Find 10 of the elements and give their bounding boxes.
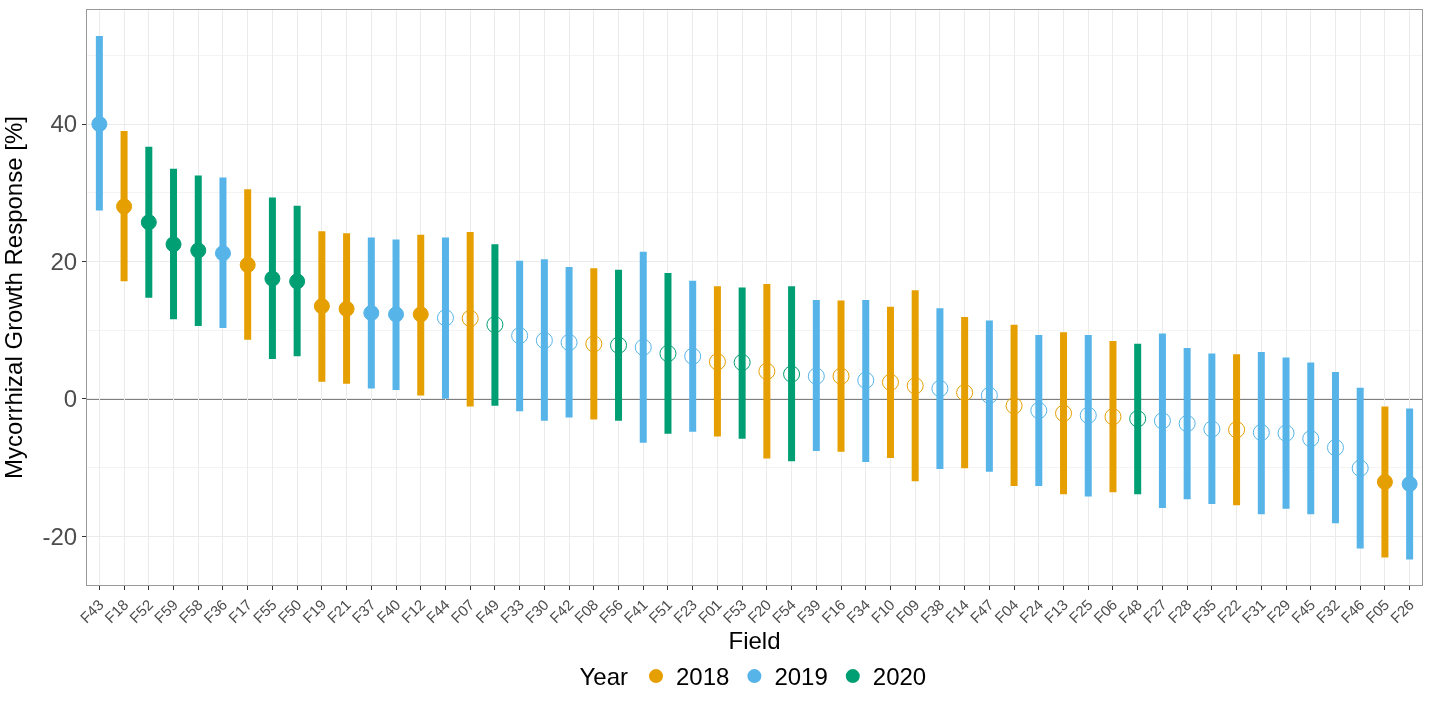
y-tick-label: 0 xyxy=(63,385,78,413)
y-axis-title: Mycorrhizal Growth Response [%] xyxy=(0,116,27,479)
y-tick-label: 20 xyxy=(50,247,78,275)
x-axis-title: Field xyxy=(728,626,781,654)
y-tick-label: -20 xyxy=(42,522,78,550)
legend-title: Year xyxy=(579,663,628,691)
y-tick-label: 40 xyxy=(50,110,78,138)
legend-label: 2020 xyxy=(872,663,927,691)
legend-label: 2018 xyxy=(676,663,730,691)
legend-label: 2019 xyxy=(774,663,828,691)
